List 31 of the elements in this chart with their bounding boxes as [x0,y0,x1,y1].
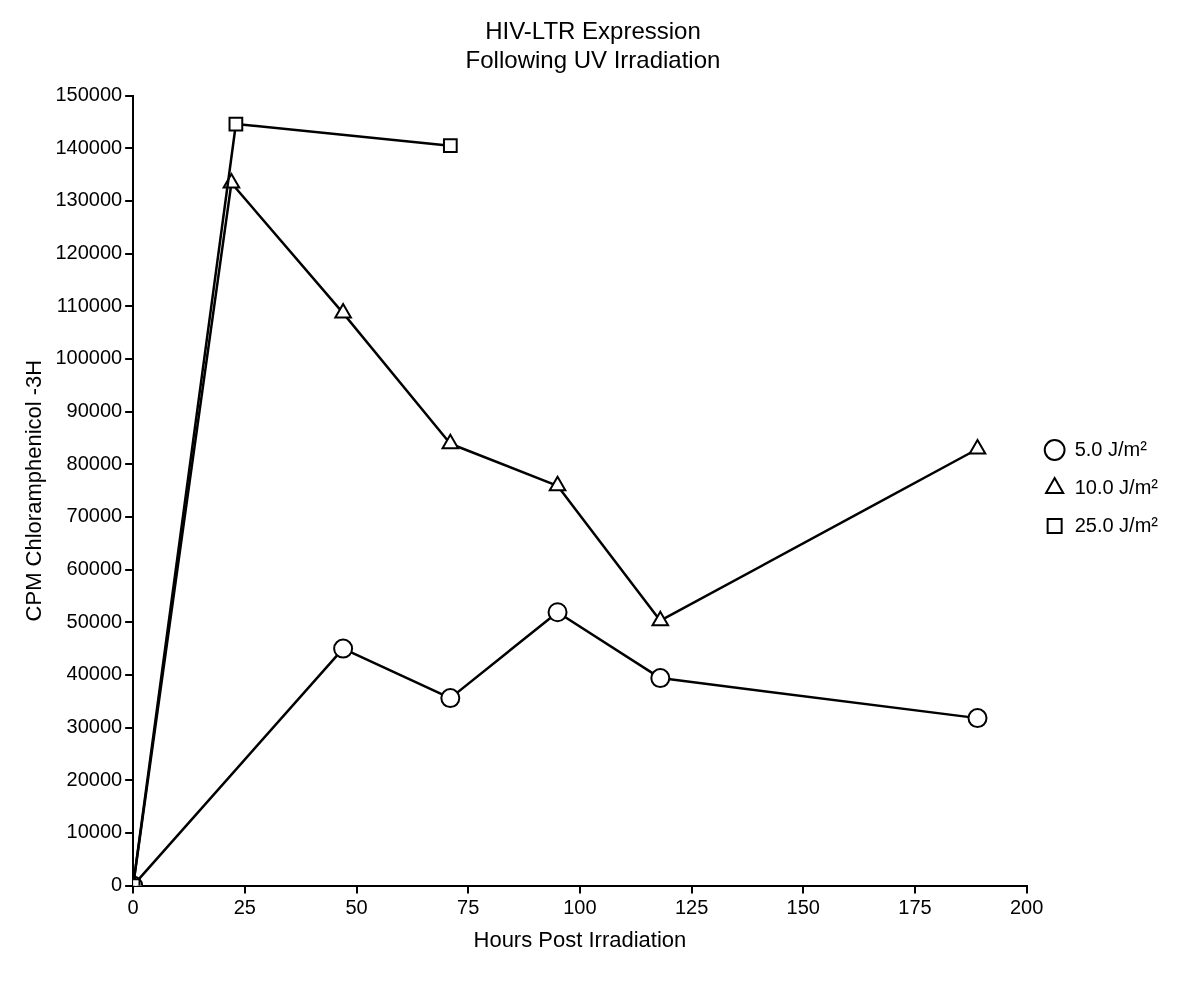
legend-label: 25.0 J/m² [1074,513,1159,536]
y-tick-label: 90000 [66,399,123,422]
x-tick-label: 200 [1009,896,1044,919]
x-tick-label: 0 [127,896,139,919]
y-tick-label: 20000 [66,767,123,790]
x-tick-label: 125 [674,896,709,919]
y-tick-label: 0 [111,873,123,896]
y-tick-label: 30000 [66,715,123,738]
y-tick-label: 140000 [55,135,123,158]
x-tick-label: 50 [345,896,368,919]
y-axis-title: CPM Chloramphenicol -3H [21,359,47,622]
x-axis-title: Hours Post Irradiation [473,926,687,952]
y-tick-label: 70000 [66,504,123,527]
x-tick-label: 150 [786,896,820,919]
x-tick-label: 100 [563,896,597,919]
x-tick-label: 25 [233,896,256,919]
y-tick-label: 60000 [66,557,123,580]
legend-label: 5.0 J/m² [1074,437,1148,460]
legend-label: 10.0 J/m² [1074,475,1159,498]
y-tick-label: 130000 [55,188,123,211]
y-tick-label: 100000 [55,346,123,369]
x-tick-label: 75 [457,896,480,919]
y-tick-label: 150000 [55,83,123,106]
y-tick-label: 50000 [66,609,123,632]
y-tick-label: 40000 [66,662,123,685]
y-tick-label: 120000 [55,241,123,264]
chart-title: HIV-LTR Expression Following UV Irradiation [465,17,721,73]
y-tick-label: 110000 [56,293,123,316]
y-tick-label: 10000 [66,820,123,843]
x-tick-label: 175 [898,896,932,919]
y-tick-label: 80000 [66,451,123,474]
